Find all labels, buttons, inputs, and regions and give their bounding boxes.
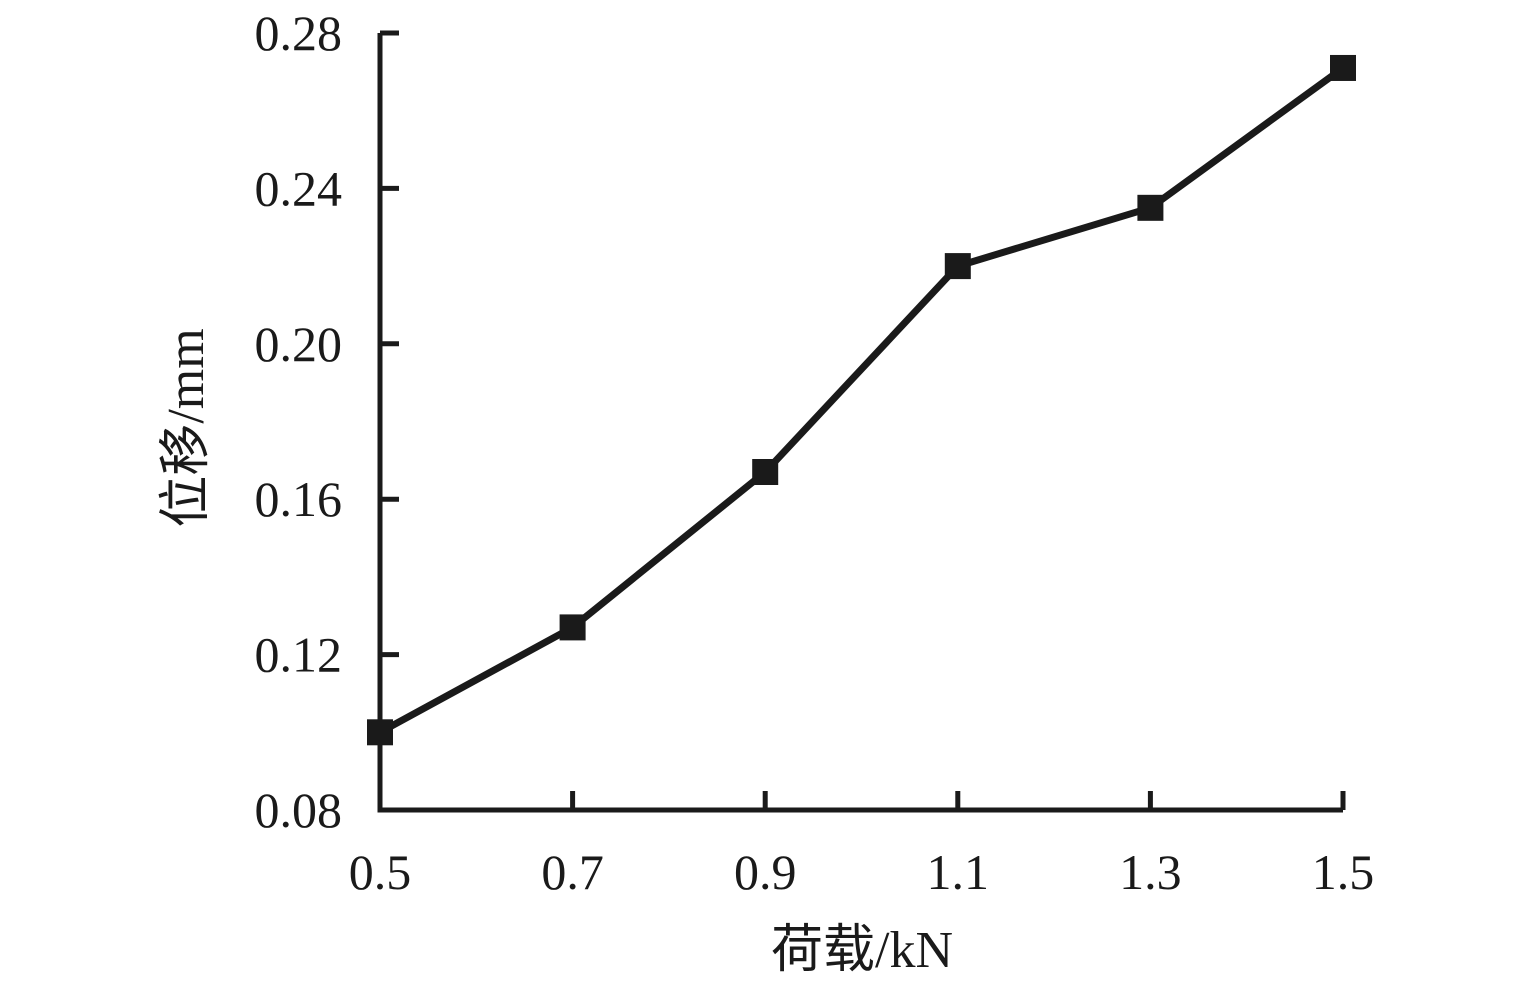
y-tick-label: 0.28 bbox=[255, 5, 343, 61]
x-tick-label: 0.7 bbox=[541, 844, 604, 900]
y-tick-label: 0.24 bbox=[255, 160, 343, 216]
x-tick-label: 0.9 bbox=[734, 844, 797, 900]
data-point-marker bbox=[752, 459, 779, 486]
y-tick-label: 0.12 bbox=[255, 627, 343, 683]
y-tick-label: 0.20 bbox=[255, 316, 343, 372]
x-tick-label: 0.5 bbox=[349, 844, 412, 900]
y-tick-label: 0.08 bbox=[255, 782, 343, 838]
x-axis-title: 荷载/kN bbox=[770, 922, 954, 979]
data-point-marker bbox=[367, 719, 393, 746]
x-tick-label: 1.3 bbox=[1119, 844, 1182, 900]
x-tick-label: 1.5 bbox=[1312, 844, 1375, 900]
data-point-marker bbox=[559, 614, 586, 641]
data-line bbox=[378, 65, 1346, 736]
data-point-marker bbox=[1330, 54, 1356, 81]
y-axis-title: 位移/mm bbox=[158, 328, 215, 528]
axis-spines bbox=[377, 33, 1343, 813]
data-point-marker bbox=[1137, 194, 1164, 221]
x-tick-label: 1.1 bbox=[927, 844, 990, 900]
data-point-marker bbox=[944, 253, 971, 280]
y-tick-label: 0.16 bbox=[255, 471, 343, 527]
